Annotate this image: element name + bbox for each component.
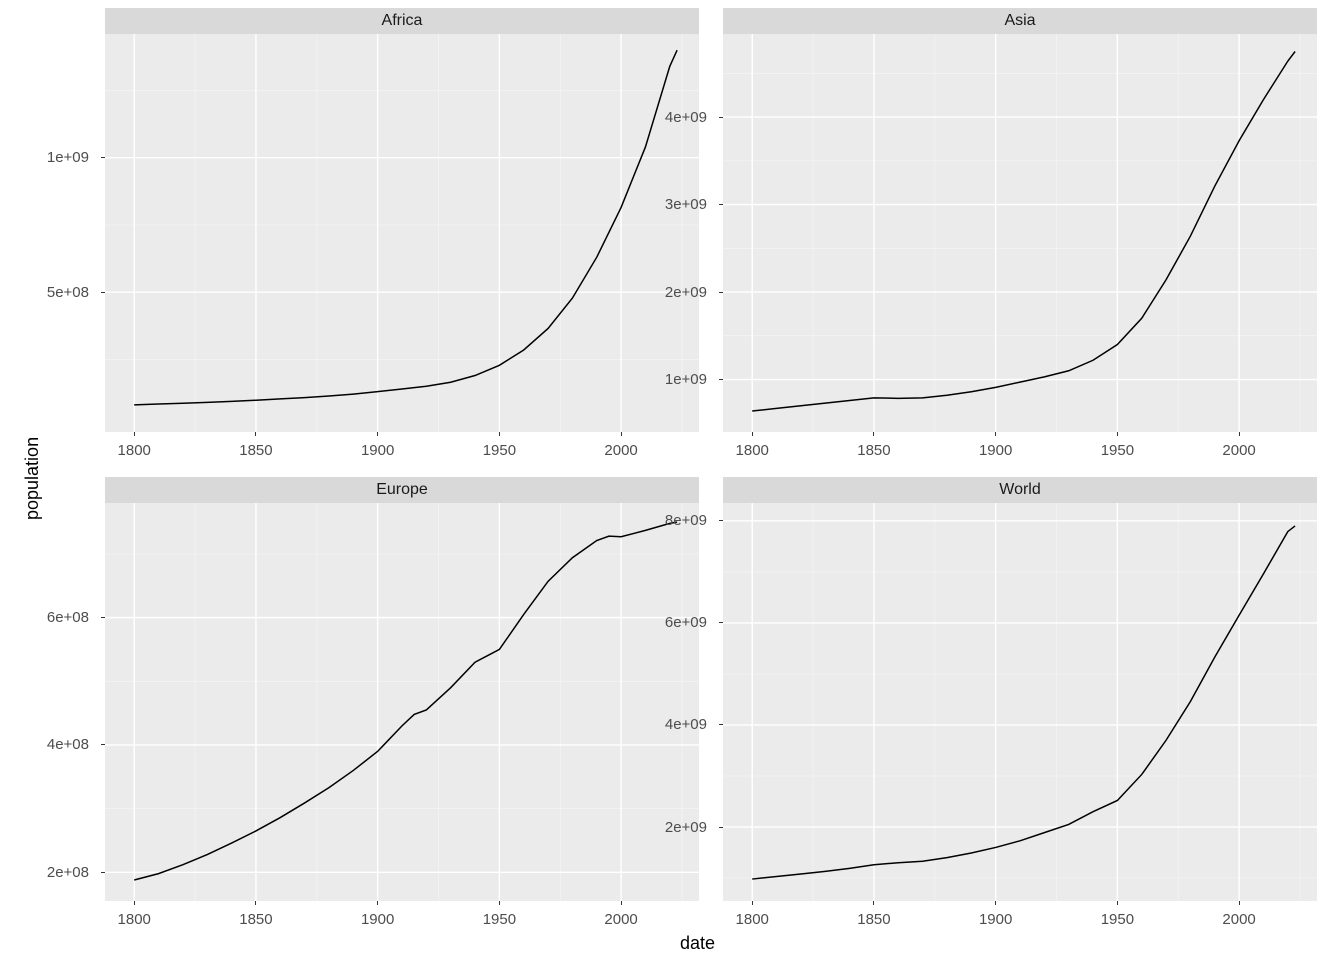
series-line xyxy=(134,50,677,405)
series-line xyxy=(134,522,677,880)
x-tick-mark xyxy=(621,432,622,436)
x-tick-label: 1950 xyxy=(479,442,519,459)
x-tick-label: 1950 xyxy=(1097,442,1137,459)
x-tick-label: 1950 xyxy=(1097,911,1137,928)
x-tick-mark xyxy=(995,432,996,436)
x-tick-mark xyxy=(134,432,135,436)
panel-world: World2e+094e+096e+098e+09180018501900195… xyxy=(723,477,1317,901)
facet-strip: Asia xyxy=(723,8,1317,34)
x-tick-mark xyxy=(1239,432,1240,436)
plot-area xyxy=(105,503,699,901)
x-tick-mark xyxy=(255,432,256,436)
facet-strip: Europe xyxy=(105,477,699,503)
x-tick-mark xyxy=(873,901,874,905)
y-axis-title: population xyxy=(22,437,43,520)
y-tick-label: 4e+09 xyxy=(649,716,707,733)
x-tick-mark xyxy=(752,901,753,905)
y-tick-mark xyxy=(101,617,105,618)
x-tick-mark xyxy=(499,901,500,905)
y-tick-label: 8e+09 xyxy=(649,512,707,529)
y-tick-label: 4e+08 xyxy=(31,736,89,753)
y-tick-mark xyxy=(719,204,723,205)
x-tick-mark xyxy=(499,432,500,436)
y-tick-mark xyxy=(719,117,723,118)
x-tick-mark xyxy=(873,432,874,436)
x-tick-label: 1800 xyxy=(732,442,772,459)
y-tick-mark xyxy=(101,292,105,293)
x-tick-label: 1850 xyxy=(854,442,894,459)
x-tick-label: 1900 xyxy=(358,442,398,459)
x-tick-mark xyxy=(377,901,378,905)
x-tick-mark xyxy=(621,901,622,905)
x-tick-label: 2000 xyxy=(601,911,641,928)
y-tick-mark xyxy=(719,622,723,623)
y-tick-mark xyxy=(101,157,105,158)
plot-area xyxy=(105,34,699,432)
x-tick-label: 1900 xyxy=(358,911,398,928)
facet-strip: World xyxy=(723,477,1317,503)
x-tick-mark xyxy=(1117,901,1118,905)
x-tick-mark xyxy=(1239,901,1240,905)
x-tick-label: 1800 xyxy=(732,911,772,928)
y-tick-mark xyxy=(719,827,723,828)
x-tick-label: 1850 xyxy=(854,911,894,928)
series-line xyxy=(752,526,1295,879)
y-tick-label: 3e+09 xyxy=(649,196,707,213)
x-tick-label: 2000 xyxy=(1219,911,1259,928)
x-axis-title: date xyxy=(680,933,715,954)
facet-strip: Africa xyxy=(105,8,699,34)
x-tick-label: 1800 xyxy=(114,442,154,459)
x-tick-label: 1850 xyxy=(236,442,276,459)
y-tick-mark xyxy=(719,292,723,293)
y-tick-label: 5e+08 xyxy=(31,284,89,301)
facet-chart: population date Africa5e+081e+0918001850… xyxy=(0,0,1344,960)
x-tick-mark xyxy=(995,901,996,905)
y-tick-label: 1e+09 xyxy=(649,371,707,388)
x-tick-mark xyxy=(1117,432,1118,436)
x-tick-label: 1800 xyxy=(114,911,154,928)
y-tick-label: 6e+09 xyxy=(649,614,707,631)
y-tick-mark xyxy=(101,872,105,873)
y-tick-mark xyxy=(101,744,105,745)
y-tick-label: 2e+09 xyxy=(649,284,707,301)
x-tick-mark xyxy=(752,432,753,436)
plot-area xyxy=(723,34,1317,432)
y-tick-mark xyxy=(719,724,723,725)
plot-area xyxy=(723,503,1317,901)
panel-africa: Africa5e+081e+0918001850190019502000 xyxy=(105,8,699,432)
y-tick-mark xyxy=(719,379,723,380)
y-tick-label: 6e+08 xyxy=(31,609,89,626)
y-tick-label: 4e+09 xyxy=(649,109,707,126)
x-tick-label: 1900 xyxy=(976,911,1016,928)
panel-asia: Asia1e+092e+093e+094e+091800185019001950… xyxy=(723,8,1317,432)
y-tick-mark xyxy=(719,520,723,521)
x-tick-mark xyxy=(255,901,256,905)
x-tick-label: 2000 xyxy=(1219,442,1259,459)
x-tick-label: 1850 xyxy=(236,911,276,928)
x-tick-mark xyxy=(377,432,378,436)
y-tick-label: 2e+09 xyxy=(649,819,707,836)
x-tick-label: 1900 xyxy=(976,442,1016,459)
series-line xyxy=(752,51,1295,411)
x-tick-mark xyxy=(134,901,135,905)
x-tick-label: 1950 xyxy=(479,911,519,928)
panel-europe: Europe2e+084e+086e+081800185019001950200… xyxy=(105,477,699,901)
y-tick-label: 1e+09 xyxy=(31,149,89,166)
y-tick-label: 2e+08 xyxy=(31,864,89,881)
x-tick-label: 2000 xyxy=(601,442,641,459)
